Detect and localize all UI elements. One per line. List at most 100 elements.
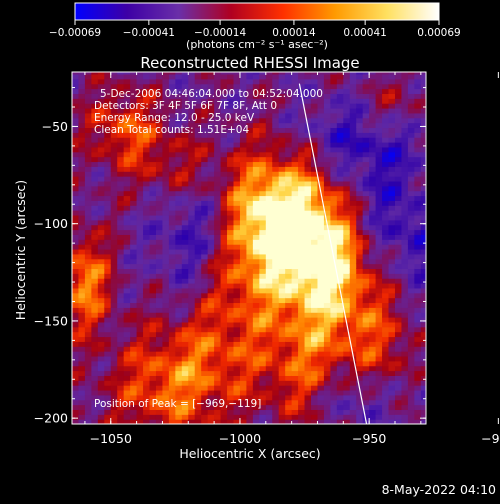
heatmap-cell bbox=[143, 103, 151, 109]
heatmap-cell bbox=[220, 263, 228, 270]
heatmap-cell bbox=[369, 83, 377, 90]
heatmap-cell bbox=[336, 107, 344, 114]
heatmap-cell bbox=[323, 389, 331, 396]
heatmap-cell bbox=[246, 409, 254, 415]
heatmap-cell bbox=[304, 78, 312, 85]
heatmap-cell bbox=[162, 351, 170, 357]
heatmap-cell bbox=[181, 127, 189, 133]
heatmap-cell bbox=[194, 205, 202, 211]
heatmap-cell bbox=[110, 268, 118, 274]
heatmap-cell bbox=[323, 375, 331, 381]
heatmap-cell bbox=[220, 180, 228, 187]
heatmap-cell bbox=[123, 346, 131, 352]
heatmap-cell bbox=[252, 399, 260, 406]
heatmap-cell bbox=[143, 214, 151, 221]
heatmap-cell bbox=[97, 253, 105, 260]
heatmap-cell bbox=[220, 122, 228, 129]
heatmap-cell bbox=[285, 171, 293, 177]
heatmap-cell bbox=[136, 171, 144, 177]
heatmap-cell bbox=[362, 399, 370, 406]
heatmap-cell bbox=[72, 419, 80, 424]
heatmap-cell bbox=[201, 190, 209, 197]
heatmap-cell bbox=[117, 195, 125, 201]
heatmap-cell bbox=[162, 161, 170, 167]
heatmap-cell bbox=[349, 205, 357, 211]
heatmap-cell bbox=[304, 326, 312, 333]
heatmap-cell bbox=[130, 244, 138, 250]
heatmap-cell bbox=[97, 98, 105, 104]
heatmap-cell bbox=[72, 321, 80, 328]
heatmap-cell bbox=[291, 263, 299, 270]
heatmap-cell bbox=[149, 185, 157, 192]
heatmap-cell bbox=[188, 219, 196, 226]
heatmap-cell bbox=[304, 180, 312, 187]
heatmap-cell bbox=[214, 73, 222, 80]
heatmap-cell bbox=[304, 331, 312, 338]
heatmap-cell bbox=[84, 244, 92, 250]
heatmap-cell bbox=[194, 380, 202, 386]
heatmap-cell bbox=[104, 346, 112, 352]
heatmap-cell bbox=[227, 117, 235, 124]
heatmap-cell bbox=[233, 404, 241, 411]
heatmap-cell bbox=[130, 375, 138, 381]
heatmap-cell bbox=[227, 283, 235, 289]
heatmap-cell bbox=[298, 234, 306, 240]
heatmap-cell bbox=[394, 142, 403, 148]
heatmap-cell bbox=[246, 185, 254, 192]
heatmap-cell bbox=[175, 239, 183, 245]
heatmap-cell bbox=[375, 98, 383, 104]
heatmap-cell bbox=[401, 146, 409, 153]
heatmap-cell bbox=[233, 287, 241, 294]
heatmap-cell bbox=[375, 210, 383, 216]
heatmap-cell bbox=[298, 180, 306, 187]
heatmap-cell bbox=[388, 171, 396, 177]
heatmap-cell bbox=[407, 253, 415, 260]
heatmap-cell bbox=[168, 287, 176, 294]
heatmap-cell bbox=[272, 360, 280, 367]
heatmap-cell bbox=[233, 83, 241, 90]
heatmap-cell bbox=[369, 336, 377, 342]
heatmap-cell bbox=[414, 98, 422, 104]
heatmap-cell bbox=[143, 98, 151, 104]
heatmap-cell bbox=[149, 292, 157, 299]
heatmap-cell bbox=[175, 302, 183, 308]
heatmap-cell bbox=[110, 156, 118, 163]
heatmap-cell bbox=[175, 394, 183, 401]
heatmap-cell bbox=[414, 278, 422, 284]
heatmap-cell bbox=[394, 78, 403, 85]
heatmap-cell bbox=[168, 107, 176, 114]
heatmap-cell bbox=[317, 103, 325, 109]
heatmap-cell bbox=[72, 244, 80, 250]
heatmap-cell bbox=[117, 312, 125, 318]
heatmap-cell bbox=[104, 258, 112, 265]
heatmap-cell bbox=[207, 375, 215, 381]
heatmap-cell bbox=[233, 321, 241, 328]
heatmap-cell bbox=[298, 239, 306, 245]
heatmap-cell bbox=[130, 229, 138, 235]
heatmap-cell bbox=[401, 132, 409, 138]
heatmap-cell bbox=[362, 112, 370, 119]
heatmap-cell bbox=[97, 219, 105, 226]
heatmap-cell bbox=[149, 317, 157, 323]
heatmap-cell bbox=[91, 355, 99, 362]
heatmap-cell bbox=[285, 214, 293, 221]
heatmap-cell bbox=[401, 98, 409, 104]
heatmap-cell bbox=[181, 283, 189, 289]
heatmap-cell bbox=[239, 210, 248, 216]
heatmap-cell bbox=[162, 360, 170, 367]
heatmap-cell bbox=[304, 224, 312, 231]
heatmap-cell bbox=[362, 360, 370, 367]
heatmap-cell bbox=[194, 331, 202, 338]
heatmap-cell bbox=[175, 195, 183, 201]
heatmap-cell bbox=[194, 292, 202, 299]
heatmap-cell bbox=[252, 317, 260, 323]
heatmap-cell bbox=[304, 419, 312, 424]
heatmap-cell bbox=[136, 394, 144, 401]
heatmap-cell bbox=[414, 321, 422, 328]
heatmap-cell bbox=[394, 219, 403, 226]
heatmap-cell bbox=[149, 137, 157, 143]
heatmap-cell bbox=[356, 185, 364, 192]
heatmap-cell bbox=[278, 244, 286, 250]
heatmap-cell bbox=[388, 88, 396, 94]
heatmap-cell bbox=[143, 219, 151, 226]
